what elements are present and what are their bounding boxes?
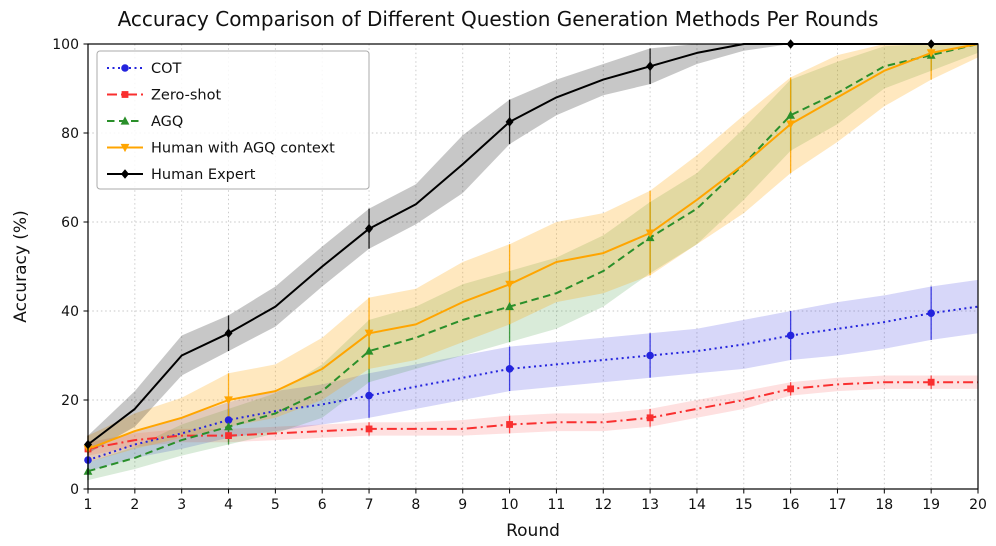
series-marker (224, 422, 233, 431)
series-marker (505, 365, 514, 373)
x-tick-label: 5 (271, 497, 280, 513)
legend-marker (121, 169, 129, 179)
series-marker (365, 223, 374, 234)
x-tick-label: 19 (922, 497, 940, 513)
series-marker (645, 229, 655, 238)
series-marker (927, 378, 935, 386)
series-marker (646, 351, 654, 360)
x-tick-label: 8 (411, 497, 420, 513)
x-tick-label: 2 (130, 497, 139, 513)
confidence-band (88, 44, 978, 454)
x-tick-label: 10 (501, 497, 519, 513)
series-marker (646, 414, 654, 422)
legend-marker (120, 116, 130, 125)
series-marker (224, 396, 233, 405)
series-marker (505, 301, 514, 311)
confidence-band (88, 279, 978, 472)
x-tick-label: 11 (548, 497, 566, 513)
series-marker (364, 346, 374, 355)
x-tick-label: 14 (688, 497, 706, 513)
series-marker (646, 61, 655, 72)
plot-border (87, 43, 979, 490)
x-tick-label: 13 (641, 497, 659, 513)
x-tick-label: 12 (594, 497, 612, 513)
legend-marker (120, 143, 130, 153)
legend-label: Human with AGQ context (151, 141, 335, 157)
series-marker (224, 328, 233, 339)
legend-label: Human Expert (151, 167, 256, 183)
y-tick-label: 20 (61, 393, 79, 409)
series-marker (927, 309, 935, 318)
x-tick-label: 17 (829, 497, 847, 513)
legend-label: COT (151, 61, 182, 77)
legend-label: Zero-shot (151, 88, 221, 104)
series-marker (365, 391, 373, 400)
y-tick-label: 0 (70, 482, 79, 498)
legend-marker (121, 91, 129, 98)
series-marker (364, 329, 374, 338)
x-tick-label: 3 (177, 497, 186, 513)
legend-label: AGQ (151, 114, 183, 130)
series-marker (505, 280, 514, 289)
series-marker (505, 117, 514, 127)
x-tick-label: 20 (969, 497, 987, 513)
confidence-band (88, 375, 978, 456)
x-tick-label: 16 (782, 497, 800, 513)
series-line (87, 305, 979, 462)
confidence-band (88, 44, 978, 463)
x-tick-label: 18 (875, 497, 893, 513)
series-marker (926, 49, 936, 58)
x-tick-label: 1 (84, 497, 93, 513)
series-marker (786, 120, 796, 129)
series-line (87, 43, 979, 450)
y-tick-label: 40 (61, 304, 79, 320)
x-tick-label: 4 (224, 497, 233, 513)
x-axis-label: Round (506, 521, 560, 541)
x-tick-label: 15 (735, 497, 753, 513)
legend-marker (121, 64, 129, 72)
legend-box (96, 50, 370, 190)
accuracy-line-chart: 1 2 3 4 5 6 7 8 9 10 11 12 13 14 15 16 17 18 19 20020406080… (11, 37, 987, 541)
chart-title: Accuracy Comparison of Different Questio… (117, 7, 879, 31)
series-marker (786, 110, 796, 119)
x-tick-label: 6 (318, 497, 327, 513)
y-tick-label: 100 (52, 37, 79, 53)
y-tick-label: 60 (61, 215, 79, 231)
series-marker (225, 432, 232, 439)
y-axis-label: Accuracy (%) (11, 210, 31, 322)
series-marker (786, 331, 795, 340)
series-marker (506, 421, 513, 428)
series-marker (365, 425, 373, 433)
x-tick-label: 9 (458, 497, 467, 513)
series-line (87, 43, 979, 473)
x-tick-label: 7 (365, 497, 374, 513)
series-marker (224, 416, 233, 424)
series-marker (787, 385, 795, 393)
y-tick-label: 80 (61, 126, 79, 142)
series-line (87, 381, 978, 450)
